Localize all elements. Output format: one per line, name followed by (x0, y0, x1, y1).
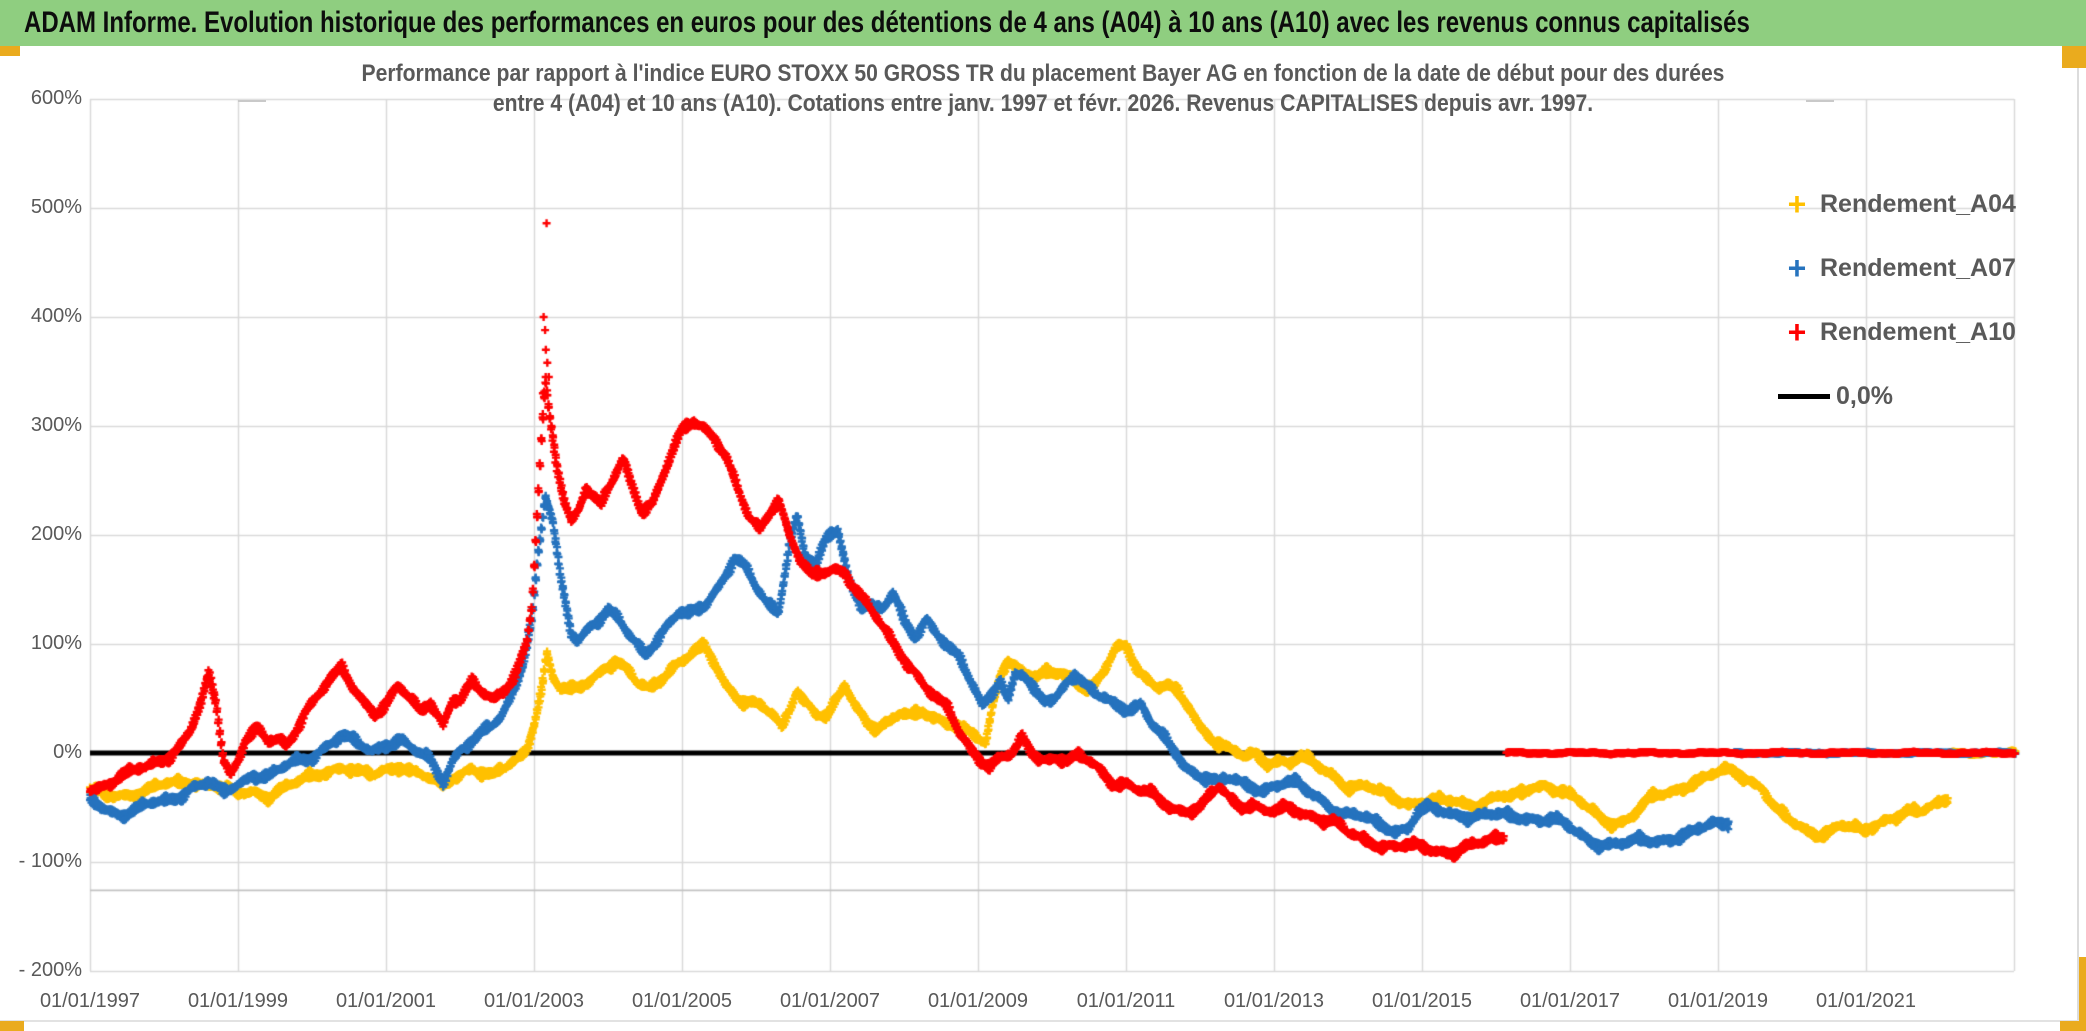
x-tick-label: 01/01/2009 (927, 990, 1029, 1012)
y-tick-label: 600% (30, 87, 82, 109)
x-tick-label: 01/01/2007 (779, 990, 881, 1012)
plus-marker-icon: + (1787, 186, 1807, 222)
bottom-margin-rule (0, 1020, 2086, 1022)
legend-label: 0,0% (1836, 381, 1893, 410)
right-margin-rule (2077, 46, 2079, 1031)
line-marker-icon (1778, 393, 1830, 399)
x-tick-label: 01/01/1997 (39, 990, 141, 1012)
gold-accent-bottom-right (2060, 1021, 2086, 1031)
page-title: ADAM Informe. Evolution historique des p… (24, 6, 1750, 39)
gold-accent-bottom-left (0, 1021, 24, 1031)
legend-label: Rendement_A10 (1820, 317, 2016, 346)
x-tick-label: 01/01/2005 (631, 990, 733, 1012)
x-tick-label: 01/01/2019 (1667, 990, 1769, 1012)
legend-item-rendement-a07[interactable]: + Rendement_A07 (1778, 250, 2016, 286)
x-tick-label: 01/01/2001 (335, 990, 437, 1012)
legend-label: Rendement_A07 (1820, 253, 2016, 282)
y-tick-label: 500% (30, 196, 82, 218)
legend-label: Rendement_A04 (1820, 189, 2016, 218)
legend-item-rendement-a04[interactable]: + Rendement_A04 (1778, 186, 2016, 222)
x-tick-label: 01/01/2021 (1815, 990, 1917, 1012)
y-tick-label: - 100% (18, 850, 82, 872)
x-tick-label: 01/01/2015 (1371, 990, 1473, 1012)
legend-item-0-0-[interactable]: 0,0% (1778, 378, 1893, 414)
gold-accent-top-left (0, 46, 20, 56)
gold-accent-top-right (2062, 46, 2086, 68)
x-tick-label: 01/01/2003 (483, 990, 585, 1012)
chart-subtitle-line1: Performance par rapport à l'indice EURO … (361, 60, 1725, 87)
y-tick-label: 0% (53, 741, 82, 763)
gold-accent-right-edge (2079, 957, 2086, 1031)
y-tick-label: 400% (30, 305, 82, 327)
x-tick-label: 01/01/2013 (1223, 990, 1325, 1012)
y-tick-label: 200% (30, 523, 82, 545)
y-tick-label: - 200% (18, 959, 82, 981)
x-tick-label: 01/01/1999 (187, 990, 289, 1012)
title-bar: ADAM Informe. Evolution historique des p… (0, 0, 2086, 46)
x-tick-label: 01/01/2011 (1076, 990, 1176, 1012)
plus-marker-icon: + (1787, 314, 1807, 350)
legend-item-rendement-a10[interactable]: + Rendement_A10 (1778, 314, 2016, 350)
subtitle-left-rule (238, 100, 266, 102)
x-tick-label: 01/01/2017 (1519, 990, 1621, 1012)
plus-marker-icon: + (1787, 250, 1807, 286)
chart-subtitle-line2: entre 4 (A04) et 10 ans (A10). Cotations… (492, 90, 1594, 117)
y-tick-label: 300% (30, 414, 82, 436)
subtitle-right-rule (1806, 100, 1834, 102)
y-tick-label: 100% (30, 632, 82, 654)
